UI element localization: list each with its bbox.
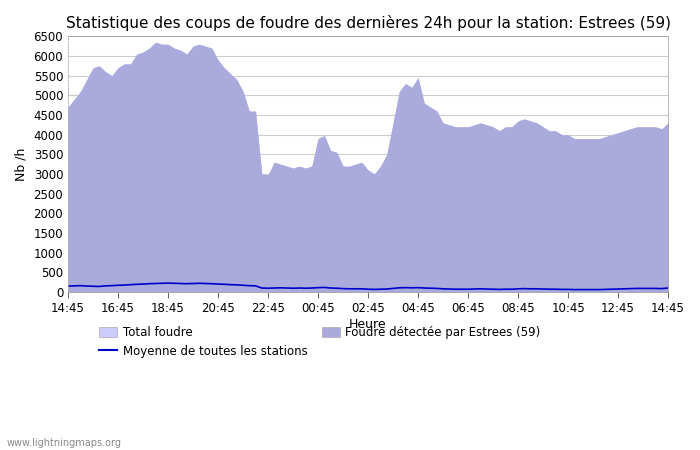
Y-axis label: Nb /h: Nb /h bbox=[15, 148, 28, 181]
X-axis label: Heure: Heure bbox=[349, 318, 387, 331]
Text: www.lightningmaps.org: www.lightningmaps.org bbox=[7, 438, 122, 448]
Legend: Total foudre, Moyenne de toutes les stations, Foudre détectée par Estrees (59): Total foudre, Moyenne de toutes les stat… bbox=[94, 321, 545, 363]
Title: Statistique des coups de foudre des dernières 24h pour la station: Estrees (59): Statistique des coups de foudre des dern… bbox=[66, 15, 671, 31]
